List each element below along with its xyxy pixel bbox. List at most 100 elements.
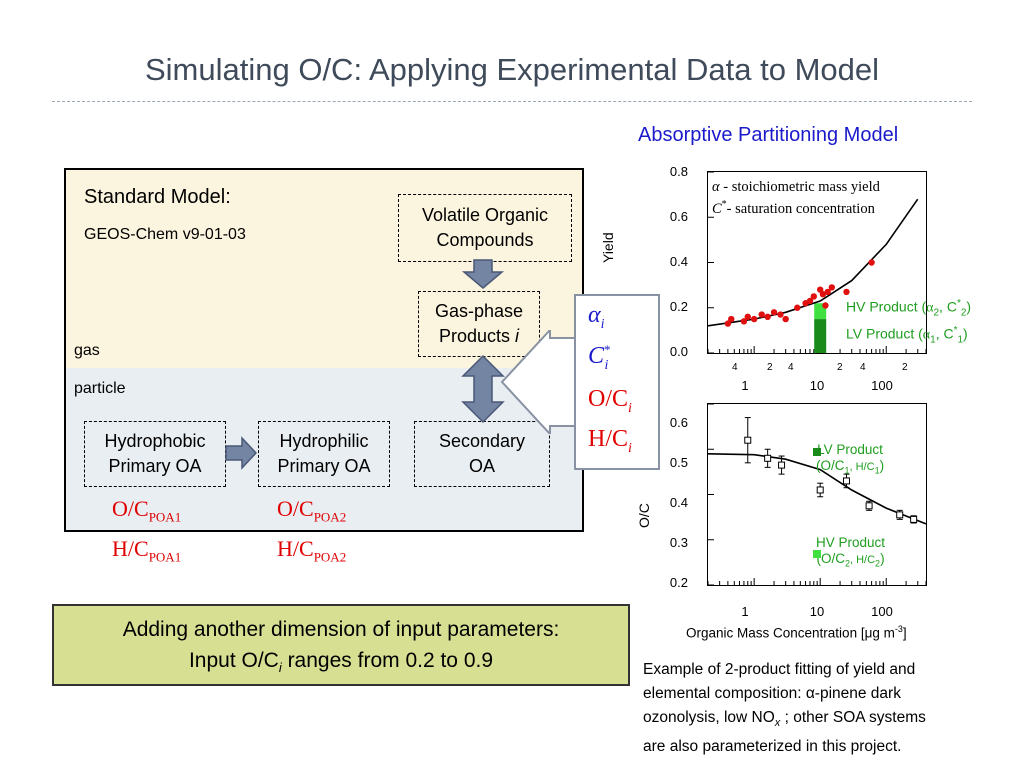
right-arrow-icon: [225, 436, 258, 470]
data-point: [744, 436, 752, 444]
particle-label: particle: [74, 380, 126, 397]
hv-legend-marker: [813, 550, 821, 558]
oc-tick: 0.5: [669, 455, 688, 470]
hydrophobic-poa-box: Hydrophobic Primary OA: [84, 421, 226, 487]
caption-line4: are also parameterized in this project.: [643, 738, 902, 756]
data-point: [896, 511, 904, 519]
data-point: [843, 288, 850, 296]
yield-minor-labels: 4 2 4 2 4 2: [732, 362, 908, 373]
parameter-box: αi C*i O/Ci H/Ci: [574, 294, 660, 470]
lv-legend-title: LV Product: [817, 442, 883, 457]
input-parameters-callout: Adding another dimension of input parame…: [52, 604, 630, 686]
data-point: [724, 320, 732, 327]
data-point: [865, 502, 873, 510]
yield-tick: 0.8: [669, 164, 688, 179]
bidirectional-arrow-icon: [461, 354, 505, 424]
title-divider: [52, 101, 972, 102]
data-point: [728, 315, 735, 323]
yield-tick: 0.0: [669, 344, 688, 359]
yield-axis-label: Yield: [600, 232, 616, 263]
oc-tick: 0.6: [669, 415, 688, 430]
hc-poa2-label: H/CPOA2: [277, 536, 347, 565]
oc-x-tick: 100: [871, 604, 893, 619]
voc-box-line2: Compounds: [436, 230, 534, 250]
yield-x-tick: 100: [871, 378, 893, 393]
data-point: [750, 315, 758, 323]
param-hc: H/Ci: [588, 426, 632, 456]
data-point: [782, 315, 789, 323]
hv-product-label: HV Product (α2, C*2): [846, 298, 972, 319]
gas-label: gas: [74, 342, 100, 359]
oc-tick: 0.2: [669, 575, 688, 590]
data-point: [794, 304, 801, 311]
data-point: [868, 259, 875, 266]
data-point: [770, 309, 778, 316]
fit-curve: [708, 453, 926, 525]
oc-x-tick: 10: [809, 604, 825, 619]
caption-line3: ozonolysis, low NOx ; other SOA systems: [643, 709, 926, 730]
standard-model-diagram: Standard Model: GEOS-Chem v9-01-03 gas p…: [64, 168, 584, 532]
hydrophobic-line1: Hydrophobic: [104, 431, 206, 451]
oc-x-tick: 1: [741, 604, 749, 619]
caption-line2: elemental composition: α-pinene dark: [643, 685, 901, 702]
param-alpha: αi: [588, 302, 605, 332]
hydrophilic-poa-box: Hydrophilic Primary OA: [258, 421, 390, 487]
gas-phase-line1: Gas-phase: [434, 301, 524, 321]
down-arrow-icon: [461, 259, 505, 289]
page-title: Simulating O/C: Applying Experimental Da…: [144, 52, 880, 87]
param-c-star: C*i: [588, 342, 611, 373]
lv-product-bar: [814, 319, 827, 353]
data-point: [764, 454, 772, 462]
oc-tick: 0.4: [669, 495, 688, 510]
data-point: [828, 284, 836, 291]
figure-caption: Example of 2-product fitting of yield an…: [643, 658, 973, 759]
data-point: [778, 461, 786, 469]
yield-x-tick: 1: [741, 378, 749, 393]
data-point: [816, 486, 824, 494]
yield-tick: 0.4: [669, 254, 688, 269]
particle-region: [66, 368, 582, 530]
legend-c-line: C*- saturation concentration: [712, 199, 875, 217]
yield-tick: 0.6: [669, 209, 688, 224]
gas-phase-products-box: Gas-phase Products i: [418, 291, 540, 357]
yield-chart: [707, 171, 927, 354]
voc-box-line1: Volatile Organic: [421, 205, 549, 225]
data-point: [758, 311, 765, 318]
data-point: [806, 297, 814, 305]
yield-x-tick: 10: [809, 378, 825, 393]
data-point: [777, 311, 784, 318]
caption-line1: Example of 2-product fitting of yield an…: [643, 661, 916, 678]
standard-model-label: Standard Model:: [84, 186, 231, 208]
lv-legend-sub: (O/C1, H/C1): [816, 458, 885, 476]
hv-legend-title: HV Product: [816, 535, 886, 550]
yield-legend: α - stoichiometric mass yield C*- satura…: [712, 178, 880, 218]
data-point: [842, 477, 850, 485]
lv-legend-marker: [813, 448, 821, 456]
oc-tick: 0.3: [669, 535, 688, 550]
data-point: [740, 318, 748, 325]
hv-product-legend: HV Product (O/C2, H/C2): [816, 535, 885, 572]
hydrophobic-line2: Primary OA: [108, 456, 202, 476]
params-pointer-arrow-icon: [500, 330, 577, 434]
data-point: [744, 313, 751, 320]
hydrophilic-line1: Hydrophilic: [279, 431, 369, 451]
gas-phase-line2: Products i: [438, 326, 520, 346]
x-axis-label: Organic Mass Concentration [μg m-3]: [686, 624, 907, 641]
oc-poa2-label: O/CPOA2: [277, 496, 347, 525]
hc-poa1-label: H/CPOA1: [112, 536, 182, 565]
data-point: [819, 290, 827, 298]
hv-legend-sub: (O/C2, H/C2): [816, 551, 885, 569]
model-title: Absorptive Partitioning Model: [638, 124, 899, 146]
data-point: [810, 293, 818, 300]
hydrophilic-line2: Primary OA: [277, 456, 371, 476]
lv-product-legend: LV Product (O/C1, H/C1): [816, 442, 884, 479]
callout-line1: Adding another dimension of input parame…: [122, 618, 560, 641]
legend-alpha-line: α - stoichiometric mass yield: [712, 179, 880, 195]
data-point: [764, 313, 771, 320]
diagram-arrows: [225, 259, 505, 470]
secondary-line2: OA: [468, 456, 495, 476]
data-point: [910, 515, 918, 523]
data-point: [822, 302, 829, 309]
oc-axis-label: O/C: [636, 503, 652, 528]
oc-poa1-label: O/CPOA1: [112, 496, 182, 525]
